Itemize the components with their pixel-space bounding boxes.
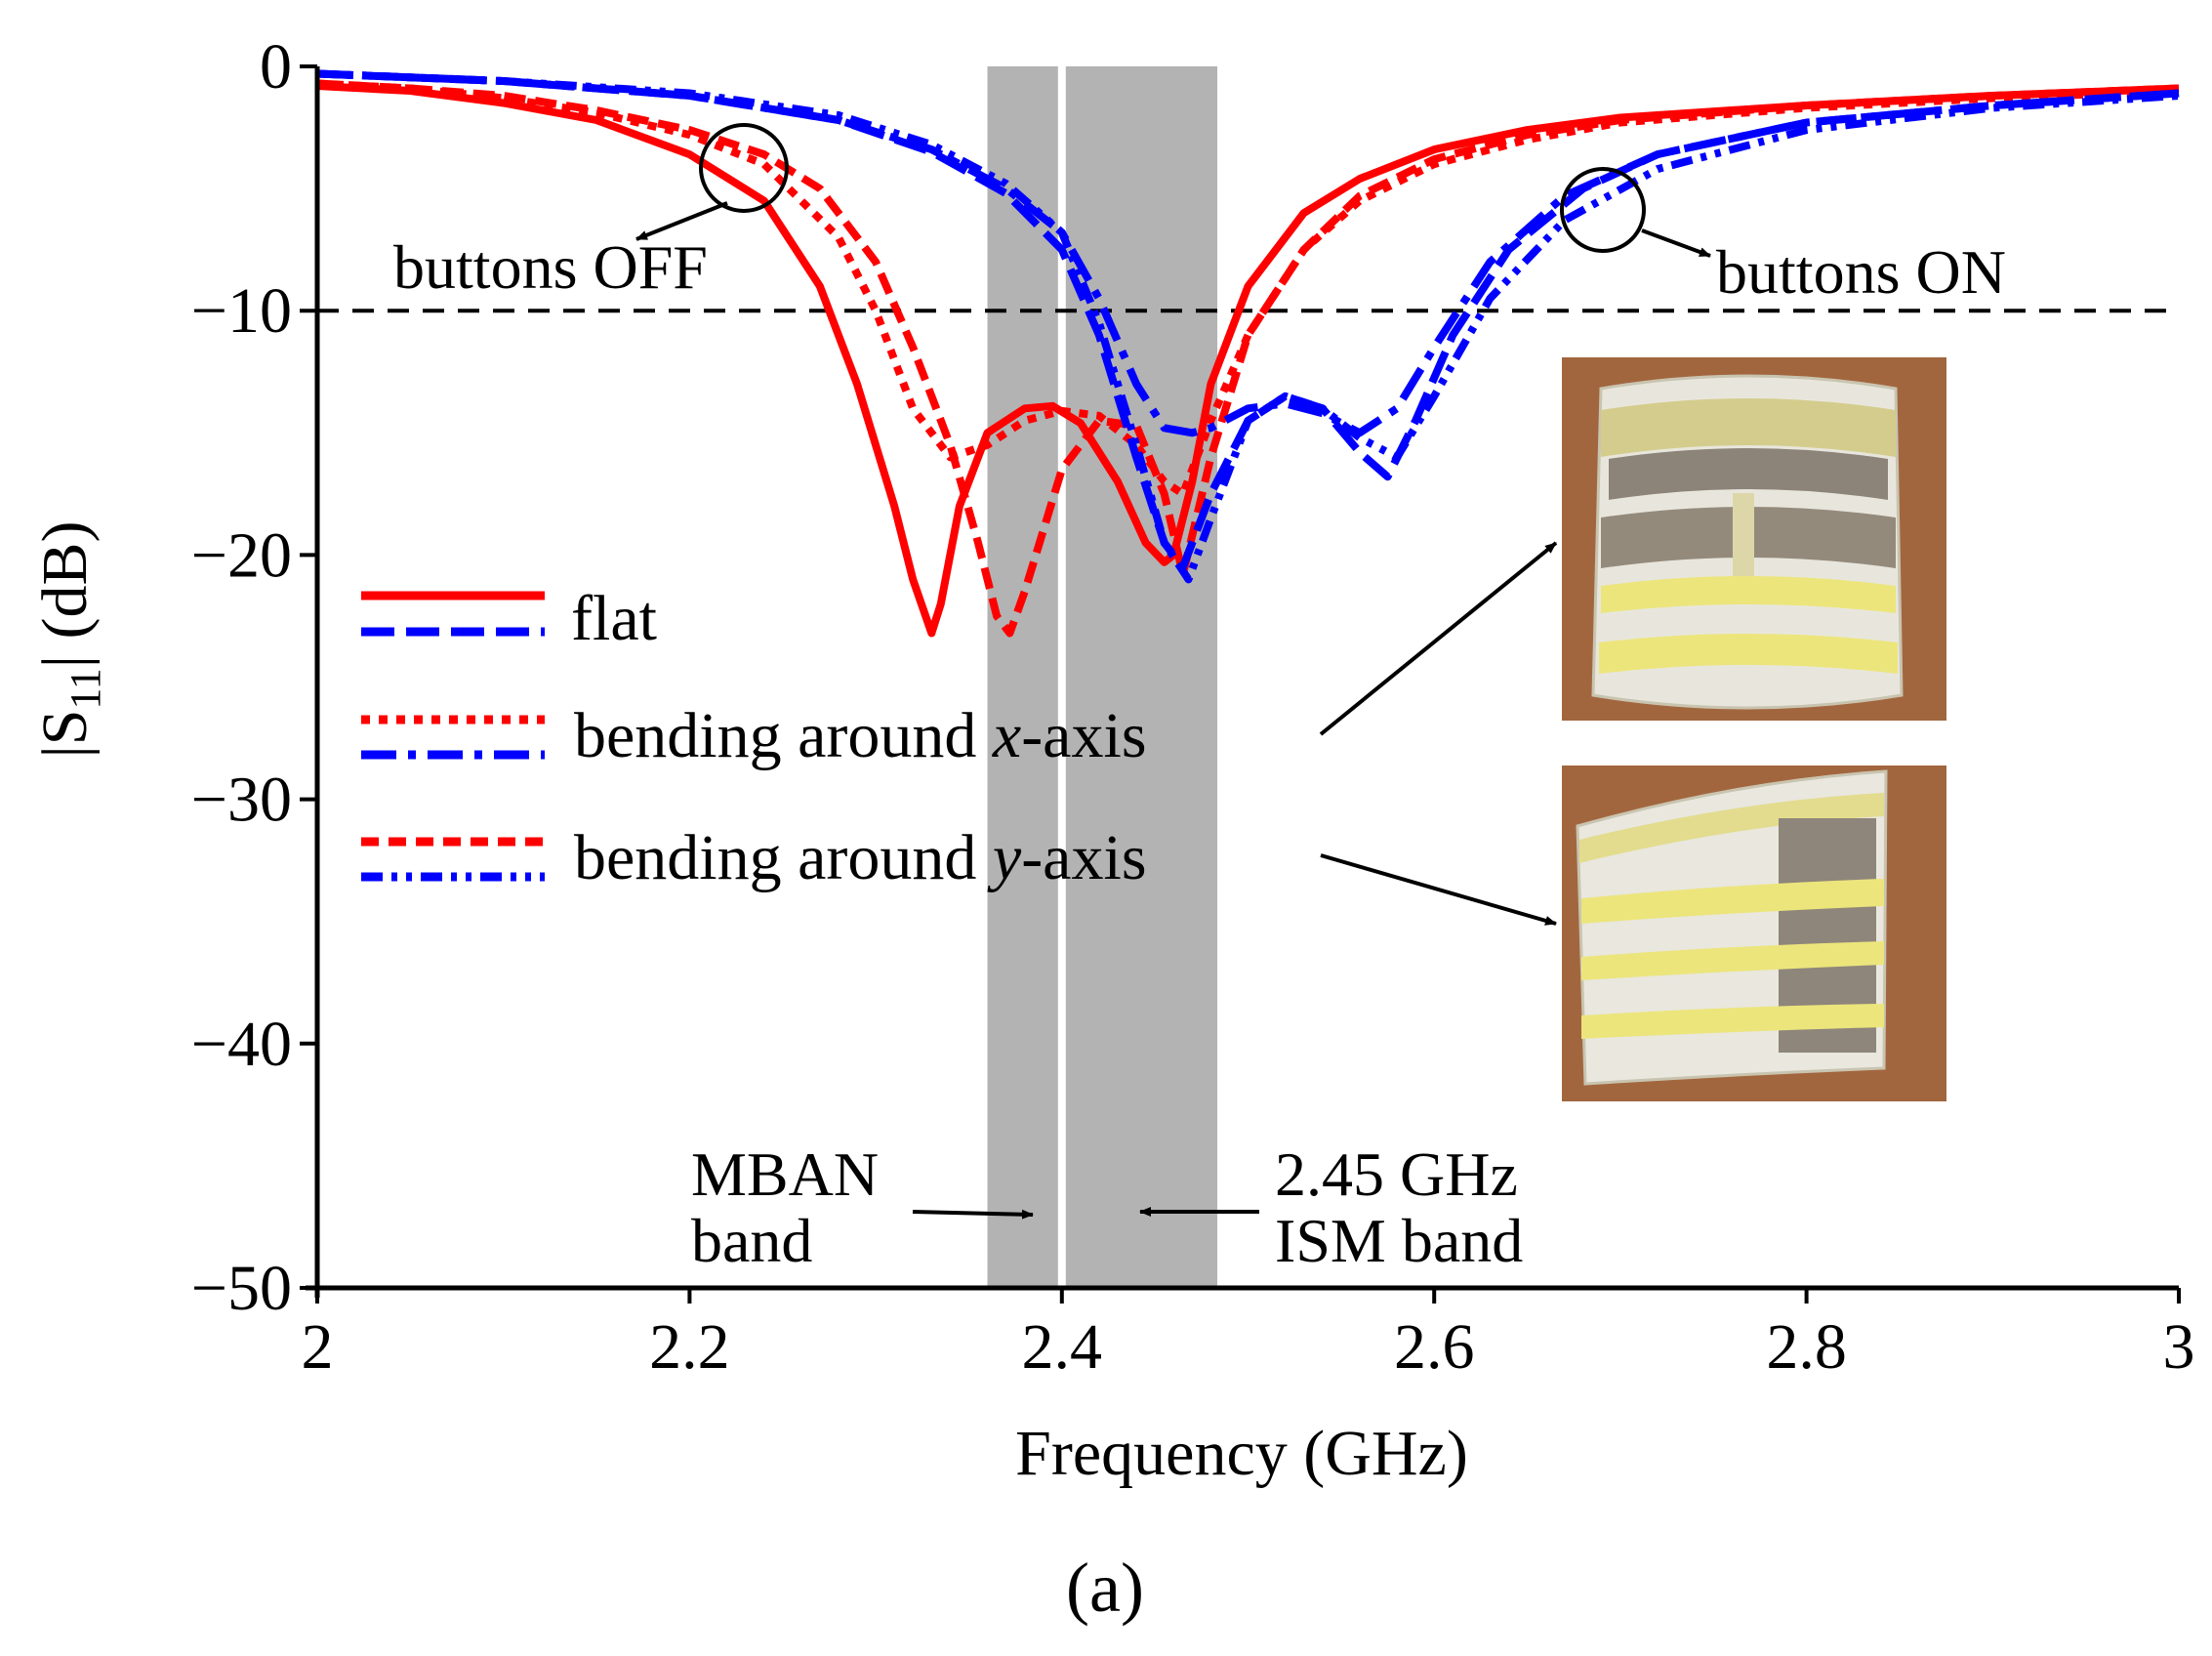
buttons-on-arrow [1641, 228, 1711, 258]
legend-label-ybend: bending around y-axis [574, 822, 1147, 893]
photo-x-tape-3 [1599, 634, 1898, 674]
x-tick-label: 2.2 [649, 1311, 730, 1383]
photo-x-arrow [1319, 541, 1558, 736]
x-tick-label: 3 [2163, 1311, 2195, 1383]
photo-y-arrow [1320, 853, 1557, 926]
y-tick-label: −50 [191, 1253, 292, 1324]
legend-label-ybend-axis: y [987, 822, 1022, 893]
buttons-off-arrow [635, 201, 728, 241]
photo-x-tape-strip [1733, 493, 1754, 583]
x-tick-label: 2.6 [1394, 1311, 1475, 1383]
legend-label-ybend-pre: bending around [574, 822, 993, 893]
series-line-4 [316, 69, 2180, 437]
photo-x-tape-2 [1601, 576, 1896, 613]
photo-y-tape-2 [1581, 879, 1884, 924]
photo-y-tape-1 [1579, 793, 1884, 863]
buttons-off-label: buttons OFF [393, 232, 708, 302]
mban-band-shade [987, 66, 1058, 1288]
mban-arrow [912, 1209, 1034, 1220]
series-line-1 [316, 79, 2180, 498]
ticks: 0 −10 −20 −30 −40 −502 2.2 2.4 2.6 2.8 3 [191, 31, 2195, 1383]
photo-x-metal-patch-1 [1609, 448, 1888, 500]
y-axis-label-sub: 11 [61, 668, 109, 709]
legend: flat bending around x-axis bending aroun… [361, 583, 1147, 893]
series-lines [316, 69, 2180, 638]
series-line-2 [316, 79, 2180, 638]
buttons-on-label: buttons ON [1716, 237, 2006, 307]
buttons-off-marker-circle [699, 123, 789, 213]
photo-y-axis-bending [1562, 766, 1946, 1101]
legend-label-flat: flat [571, 583, 657, 654]
legend-label-xbend-pre: bending around [574, 700, 993, 771]
y-tick-label: −40 [191, 1009, 292, 1080]
x-tick-label: 2.4 [1022, 1311, 1103, 1383]
mban-label-line1: MBAN [691, 1139, 879, 1209]
legend-label-ybend-post: -axis [1021, 822, 1146, 893]
buttons-on-marker-circle [1560, 167, 1646, 253]
photo-y-tape-4 [1581, 1004, 1884, 1039]
mban-label-line2: band [691, 1206, 812, 1275]
y-tick-label: −20 [191, 519, 292, 591]
photo-x-tape-1 [1601, 398, 1896, 457]
legend-label-xbend-post: -axis [1021, 700, 1146, 771]
legend-label-xbend-axis: x [992, 700, 1021, 771]
figure-caption: (a) [1066, 1549, 1144, 1627]
y-tick-label: 0 [260, 31, 292, 103]
ism-label-line1: 2.45 GHz [1275, 1139, 1518, 1209]
x-tick-label: 2 [302, 1311, 334, 1383]
y-axis-label: |S11| (dB) [29, 521, 109, 759]
x-axis-label: Frequency (GHz) [1015, 1418, 1468, 1489]
y-tick-label: −10 [191, 275, 292, 347]
legend-label-xbend: bending around x-axis [574, 700, 1147, 771]
ism-label-line2: ISM band [1275, 1206, 1523, 1275]
y-axis-label-main: |S [29, 710, 101, 759]
ism-band-shade [1065, 66, 1218, 1288]
y-tick-label: −30 [191, 765, 292, 836]
photo-y-tape-3 [1581, 941, 1884, 980]
photo-x-axis-bending [1562, 357, 1946, 721]
series-line-5 [316, 69, 2180, 584]
y-axis-label-tail: | (dB) [29, 521, 101, 669]
x-tick-label: 2.8 [1766, 1311, 1847, 1383]
frequency-bands [987, 66, 1218, 1288]
